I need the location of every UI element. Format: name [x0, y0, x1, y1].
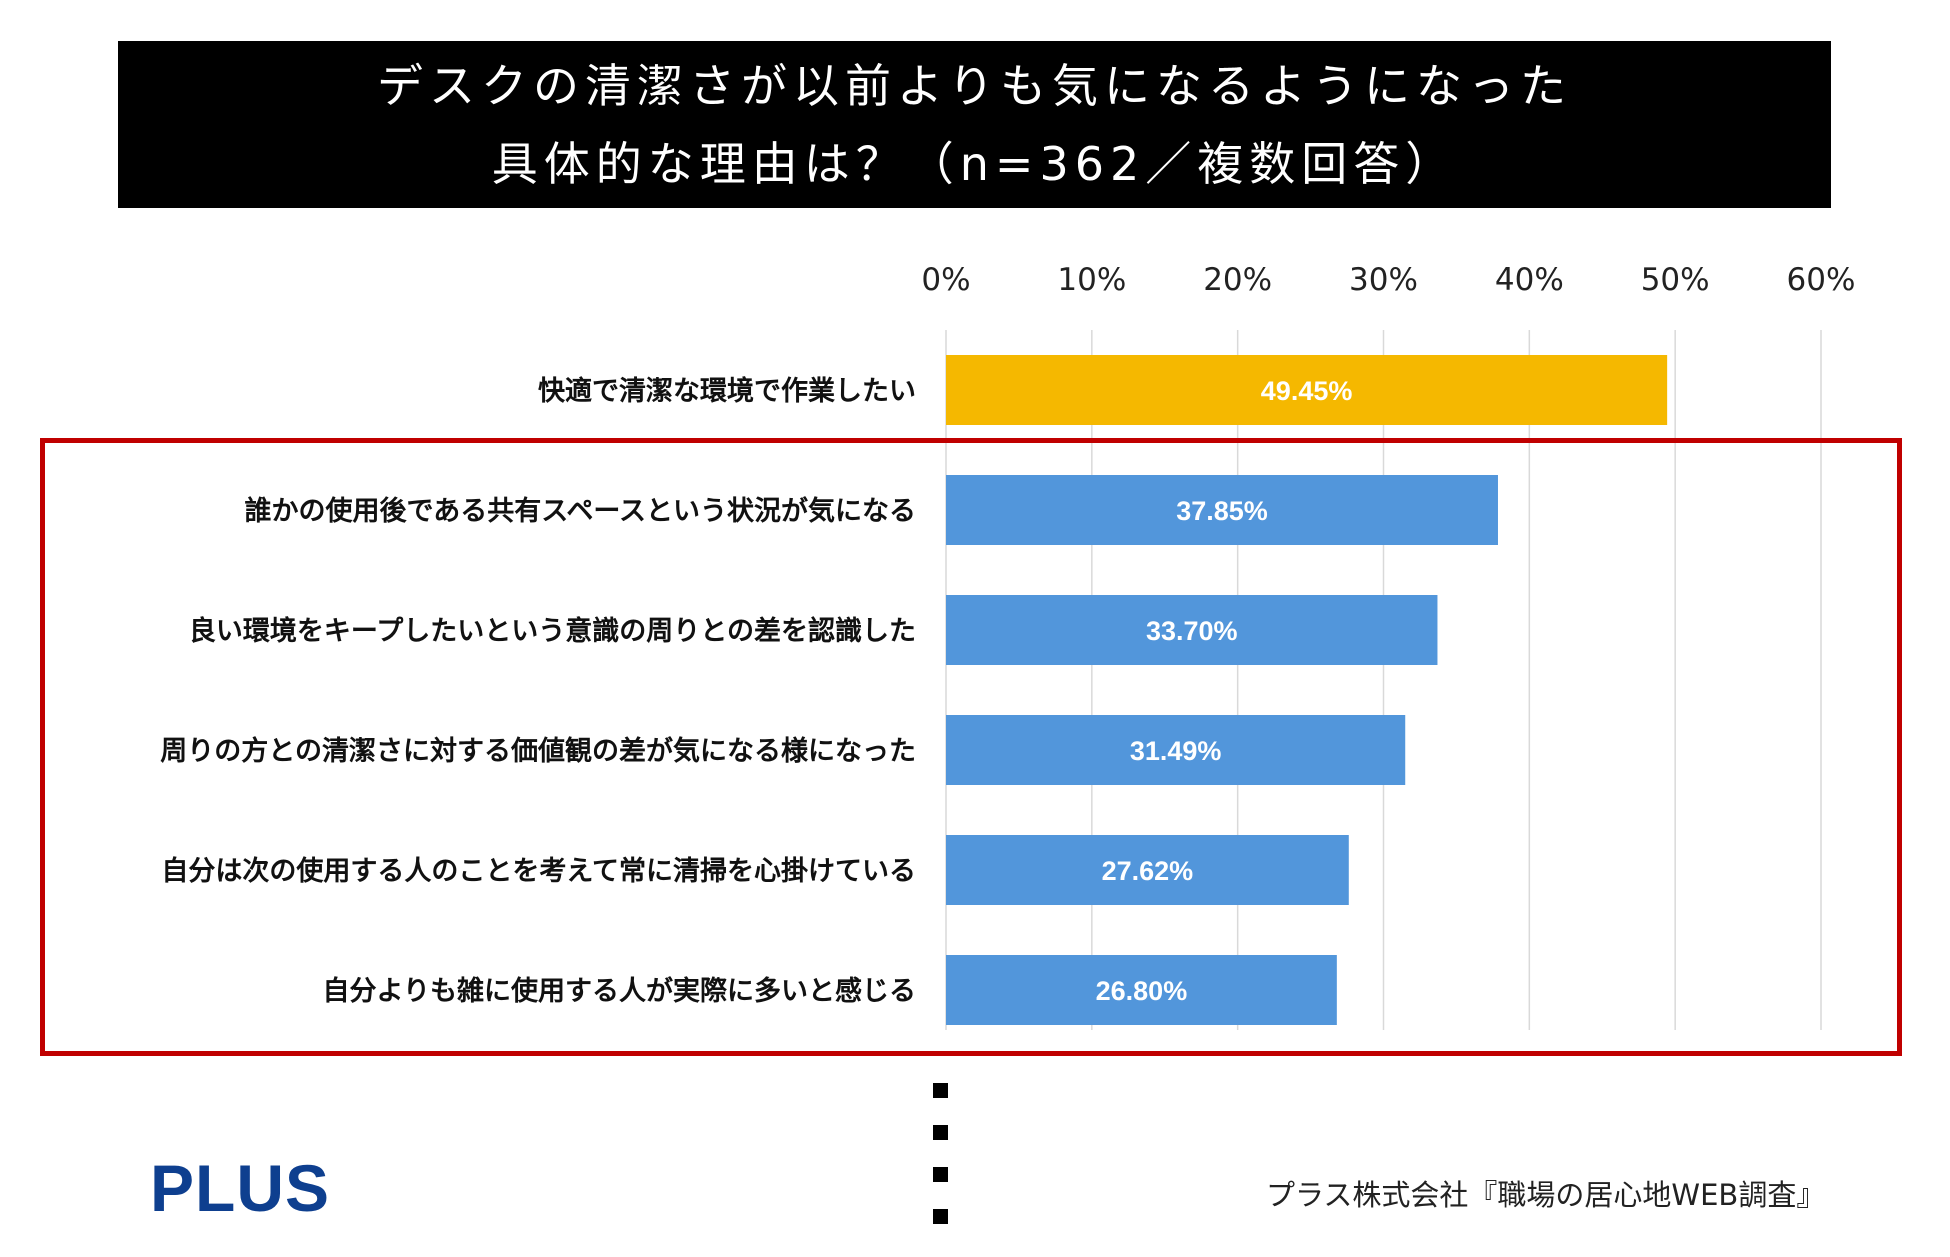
- x-tick-label: 0%: [921, 262, 970, 298]
- chart-title-line-1: デスクの清潔さが以前よりも気になるようになった: [376, 58, 1573, 113]
- bar: [946, 715, 1406, 785]
- highlight-frame: [40, 438, 1902, 1056]
- category-label: 周りの方との清潔さに対する価値観の差が気になる様になった: [160, 735, 916, 767]
- category-label: 快適で清潔な環境で作業したい: [538, 375, 916, 407]
- x-tick-label: 60%: [1787, 262, 1856, 298]
- x-tick-label: 10%: [1057, 262, 1126, 298]
- bar: [946, 355, 1668, 425]
- category-label: 良い環境をキープしたいという意識の周りとの差を認識した: [189, 615, 916, 647]
- chart-title-box: デスクの清潔さが以前よりも気になるようになった 具体的な理由は？（n=362／複…: [118, 41, 1831, 208]
- dot-mark: [933, 1209, 948, 1224]
- data-label: 49.45%: [1261, 376, 1353, 406]
- x-tick-label: 50%: [1641, 262, 1710, 298]
- data-label: 31.49%: [1130, 736, 1222, 766]
- source-credit: プラス株式会社『職場の居心地WEB調査』: [1266, 1178, 1826, 1212]
- dot-mark: [933, 1083, 948, 1098]
- chart-title-line-2: 具体的な理由は？（n=362／複数回答）: [491, 136, 1458, 191]
- dot-mark: [933, 1125, 948, 1140]
- bar: [946, 475, 1498, 545]
- x-tick-label: 30%: [1349, 262, 1418, 298]
- data-label: 37.85%: [1176, 496, 1268, 526]
- category-label: 誰かの使用後である共有スペースという状況が気になる: [245, 495, 917, 527]
- bar: [946, 835, 1349, 905]
- data-label: 27.62%: [1102, 856, 1194, 886]
- data-label: 26.80%: [1096, 976, 1188, 1006]
- x-tick-label: 40%: [1495, 262, 1564, 298]
- plus-logo: PLUS: [150, 1151, 331, 1225]
- continuation-dots: [933, 1083, 949, 1251]
- dot-mark: [933, 1167, 948, 1182]
- bar: [946, 955, 1337, 1025]
- bar: [946, 595, 1438, 665]
- data-label: 33.70%: [1146, 616, 1238, 646]
- category-label: 自分は次の使用する人のことを考えて常に清掃を心掛けている: [161, 855, 916, 887]
- category-label: 自分よりも雑に使用する人が実際に多いと感じる: [323, 975, 916, 1007]
- x-tick-label: 20%: [1203, 262, 1272, 298]
